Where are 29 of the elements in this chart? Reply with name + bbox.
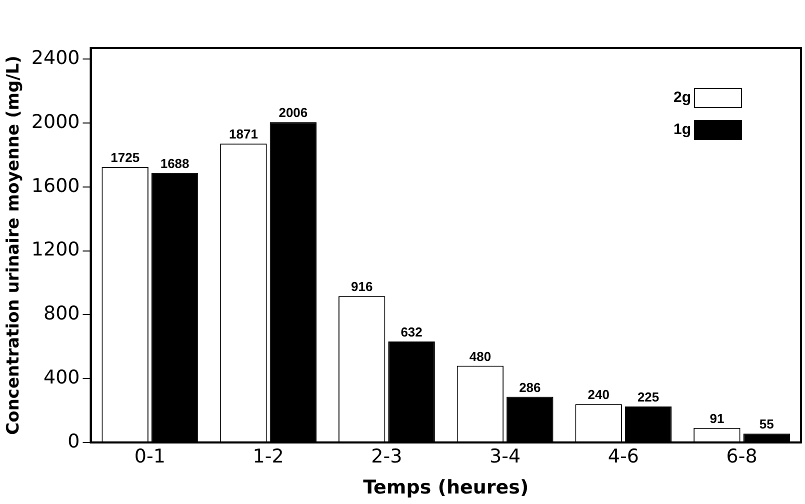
data-label: 91 (710, 410, 724, 426)
data-label: 632 (400, 324, 422, 340)
data-label: 1871 (228, 126, 258, 142)
data-label: 240 (588, 387, 610, 402)
y-tick-label: 400 (43, 366, 80, 388)
legend-label: 1g (673, 121, 691, 138)
data-label: 1725 (110, 150, 140, 166)
x-tick-label: 3-4 (490, 446, 521, 468)
x-tick-label: 2-3 (371, 446, 402, 468)
x-tick-label: 1-2 (252, 446, 284, 468)
data-label: 916 (350, 279, 373, 294)
x-tick-label: 0-1 (134, 446, 166, 468)
data-label: 225 (637, 390, 660, 405)
data-label: 2006 (278, 105, 308, 120)
y-tick-label: 1600 (31, 174, 80, 197)
y-axis-title: Concentration urinaire moyenne (mg/L) (4, 56, 24, 435)
y-tick-label: 2400 (31, 47, 80, 70)
y-tick-label: 800 (43, 302, 80, 325)
data-label: 55 (759, 416, 774, 432)
data-label: 286 (519, 380, 541, 395)
y-tick-label: 2000 (31, 110, 80, 133)
x-axis-title: Temps (heures) (363, 476, 529, 499)
y-tick-label: 0 (68, 430, 80, 452)
data-label: 1688 (160, 156, 190, 171)
x-tick-label: 4-6 (608, 446, 639, 468)
data-label: 480 (469, 348, 492, 364)
y-tick-label: 1200 (31, 238, 80, 261)
x-tick-label: 6-8 (726, 446, 758, 468)
legend-label: 2g (673, 89, 691, 106)
